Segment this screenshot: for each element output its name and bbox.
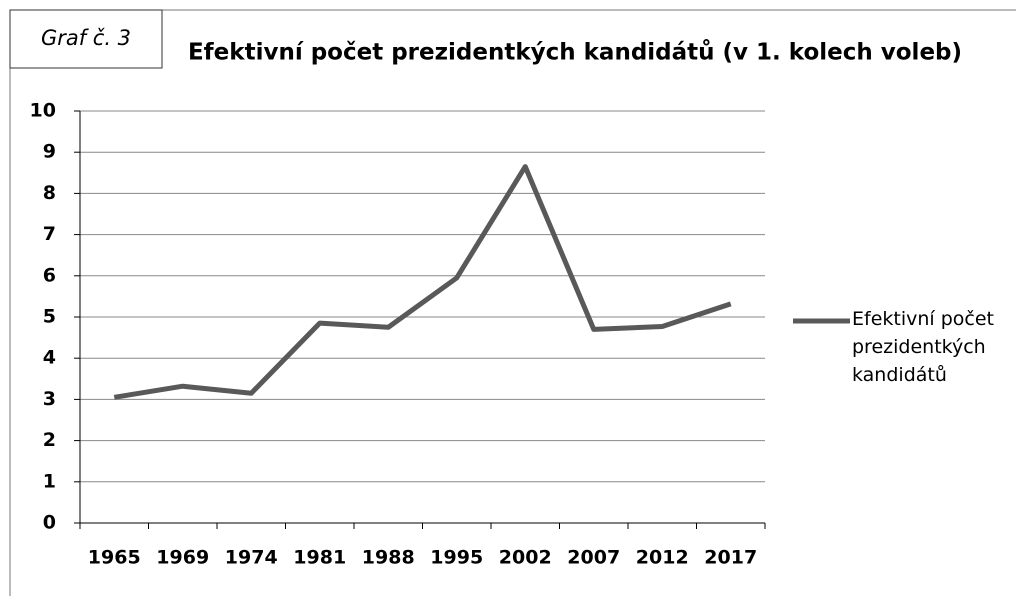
y-tick-label: 3 xyxy=(43,388,56,410)
x-tick-label: 2012 xyxy=(636,547,689,569)
x-tick-label: 1965 xyxy=(88,547,141,569)
x-tick-label: 1995 xyxy=(430,547,483,569)
y-tick-label: 10 xyxy=(30,100,56,122)
y-tick-label: 7 xyxy=(43,223,56,245)
annotation-box xyxy=(9,9,163,69)
x-tick-label: 2017 xyxy=(704,547,757,569)
y-tick-label: 5 xyxy=(43,306,56,328)
y-tick-label: 0 xyxy=(43,512,56,534)
line xyxy=(113,164,732,400)
legend-label: Efektivní počet prezidentkých kandidátů xyxy=(852,308,994,386)
y-tick-label: 9 xyxy=(43,141,56,163)
x-tick-label: 1988 xyxy=(362,547,415,569)
x-tick-label: 1974 xyxy=(225,547,278,569)
x-tick-label: 2007 xyxy=(567,547,620,569)
y-tick-label: 2 xyxy=(43,429,56,451)
y-tick-label: 8 xyxy=(43,182,56,204)
x-tick-label: 1969 xyxy=(156,547,209,569)
chart-title: Efektivní počet prezidentkých kandidátů … xyxy=(188,39,962,66)
y-tick-label: 1 xyxy=(43,470,56,492)
y-tick-label: 4 xyxy=(43,347,56,369)
annotation: Graf č. 3 xyxy=(41,26,131,50)
x-tick-label: 1981 xyxy=(293,547,346,569)
y-tick-label: 6 xyxy=(43,264,56,286)
x-tick-label: 2002 xyxy=(499,547,552,569)
